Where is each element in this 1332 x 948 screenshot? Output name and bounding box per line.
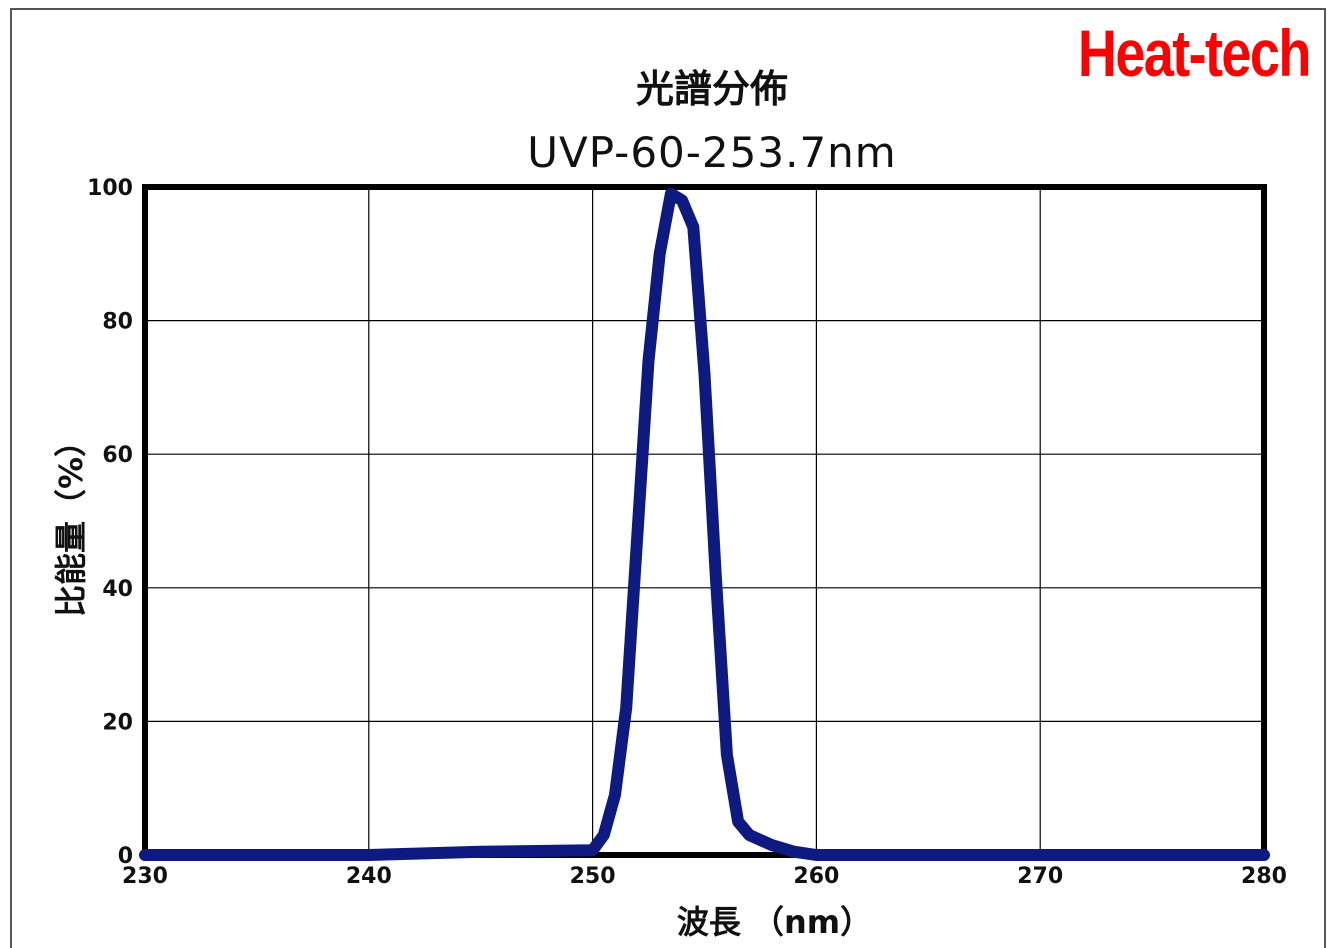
y-axis-label: 比能量（%） [52,425,90,617]
y-tick-label: 40 [102,577,133,602]
x-axis-label: 波長 （nm） [677,903,872,940]
chart-subtitle: UVP-60-253.7nm [527,128,897,177]
x-tick-label: 250 [570,864,616,889]
y-tick-label: 80 [102,310,133,335]
chart-frame [10,8,1326,948]
brand-logo: Heat-tech [1078,16,1311,90]
y-tick-label: 20 [102,710,133,735]
x-tick-label: 260 [793,864,839,889]
series-line [139,187,1270,861]
y-tick-label: 100 [87,176,133,201]
x-tick-label: 240 [346,864,392,889]
x-tick-label: 270 [1017,864,1063,889]
y-tick-label: 60 [102,443,133,468]
x-tick-label: 280 [1241,864,1287,889]
y-tick-label: 0 [118,844,133,869]
plot-border [142,184,1267,858]
x-tick-label: 230 [122,864,168,889]
chart-title: 光譜分佈 [635,67,788,111]
